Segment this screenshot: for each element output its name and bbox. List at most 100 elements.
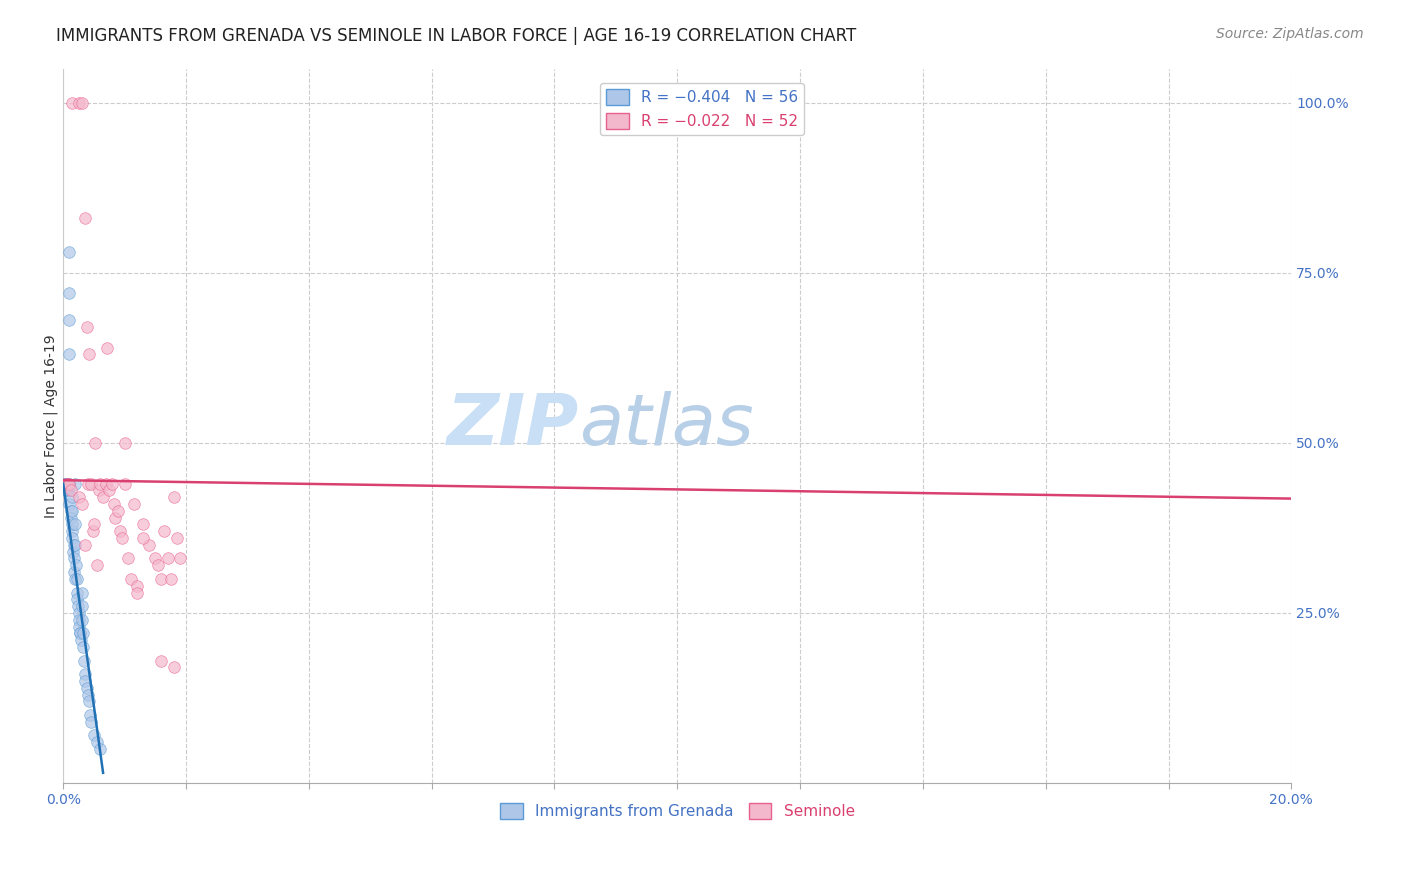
- Point: [132, 531, 155, 545]
- Point: [53, 476, 76, 491]
- Point: [101, 476, 124, 491]
- Point: [72, 626, 94, 640]
- Point: [69, 626, 91, 640]
- Point: [82, 524, 104, 539]
- Point: [166, 531, 188, 545]
- Point: [159, 572, 181, 586]
- Point: [65, 517, 87, 532]
- Point: [73, 654, 96, 668]
- Point: [104, 510, 127, 524]
- Point: [79, 708, 101, 723]
- Point: [60, 95, 83, 110]
- Point: [63, 551, 86, 566]
- Point: [65, 538, 87, 552]
- Point: [66, 572, 89, 586]
- Legend: Immigrants from Grenada, Seminole: Immigrants from Grenada, Seminole: [494, 797, 860, 825]
- Point: [103, 497, 125, 511]
- Point: [73, 538, 96, 552]
- Point: [58, 476, 80, 491]
- Point: [67, 490, 90, 504]
- Point: [117, 551, 139, 566]
- Point: [86, 558, 108, 573]
- Point: [98, 483, 121, 498]
- Point: [75, 673, 97, 688]
- Point: [143, 551, 166, 566]
- Point: [58, 286, 80, 301]
- Point: [120, 572, 142, 586]
- Point: [80, 714, 103, 729]
- Point: [70, 633, 93, 648]
- Point: [65, 476, 87, 491]
- Point: [163, 660, 186, 674]
- Point: [108, 524, 131, 539]
- Point: [65, 558, 87, 573]
- Point: [169, 551, 191, 566]
- Point: [77, 347, 100, 361]
- Point: [67, 619, 90, 633]
- Point: [122, 497, 145, 511]
- Text: atlas: atlas: [579, 392, 754, 460]
- Point: [96, 341, 118, 355]
- Point: [96, 476, 118, 491]
- Point: [59, 504, 82, 518]
- Point: [60, 517, 83, 532]
- Point: [114, 476, 136, 491]
- Point: [156, 551, 179, 566]
- Point: [69, 626, 91, 640]
- Point: [76, 688, 98, 702]
- Point: [80, 476, 103, 491]
- Y-axis label: In Labor Force | Age 16-19: In Labor Force | Age 16-19: [44, 334, 58, 517]
- Point: [72, 640, 94, 654]
- Text: IMMIGRANTS FROM GRENADA VS SEMINOLE IN LABOR FORCE | AGE 16-19 CORRELATION CHART: IMMIGRANTS FROM GRENADA VS SEMINOLE IN L…: [56, 27, 856, 45]
- Point: [110, 531, 132, 545]
- Point: [70, 599, 93, 613]
- Text: Source: ZipAtlas.com: Source: ZipAtlas.com: [1216, 27, 1364, 41]
- Point: [89, 476, 111, 491]
- Point: [70, 95, 93, 110]
- Point: [87, 483, 110, 498]
- Point: [77, 694, 100, 708]
- Point: [76, 320, 98, 334]
- Point: [67, 606, 90, 620]
- Point: [60, 510, 83, 524]
- Point: [60, 490, 83, 504]
- Point: [70, 585, 93, 599]
- Point: [76, 476, 98, 491]
- Point: [76, 681, 98, 695]
- Point: [63, 565, 86, 579]
- Point: [56, 476, 79, 491]
- Point: [60, 524, 83, 539]
- Point: [60, 504, 83, 518]
- Point: [60, 531, 83, 545]
- Point: [58, 245, 80, 260]
- Point: [70, 613, 93, 627]
- Point: [59, 483, 82, 498]
- Point: [83, 517, 105, 532]
- Point: [73, 211, 96, 226]
- Point: [153, 524, 176, 539]
- Point: [58, 313, 80, 327]
- Point: [58, 476, 80, 491]
- Point: [55, 476, 77, 491]
- Point: [132, 517, 155, 532]
- Point: [58, 476, 80, 491]
- Point: [138, 538, 160, 552]
- Point: [55, 483, 77, 498]
- Point: [83, 728, 105, 742]
- Point: [58, 347, 80, 361]
- Point: [67, 613, 90, 627]
- Point: [148, 558, 170, 573]
- Point: [150, 572, 173, 586]
- Point: [114, 435, 136, 450]
- Point: [53, 476, 76, 491]
- Point: [66, 592, 89, 607]
- Point: [62, 544, 84, 558]
- Point: [150, 654, 173, 668]
- Point: [86, 735, 108, 749]
- Point: [66, 599, 89, 613]
- Point: [58, 497, 80, 511]
- Point: [55, 476, 77, 491]
- Text: ZIP: ZIP: [447, 392, 579, 460]
- Point: [56, 483, 79, 498]
- Point: [91, 490, 114, 504]
